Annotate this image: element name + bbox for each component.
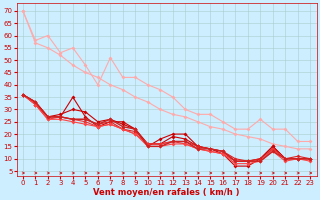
X-axis label: Vent moyen/en rafales ( km/h ): Vent moyen/en rafales ( km/h )	[93, 188, 240, 197]
